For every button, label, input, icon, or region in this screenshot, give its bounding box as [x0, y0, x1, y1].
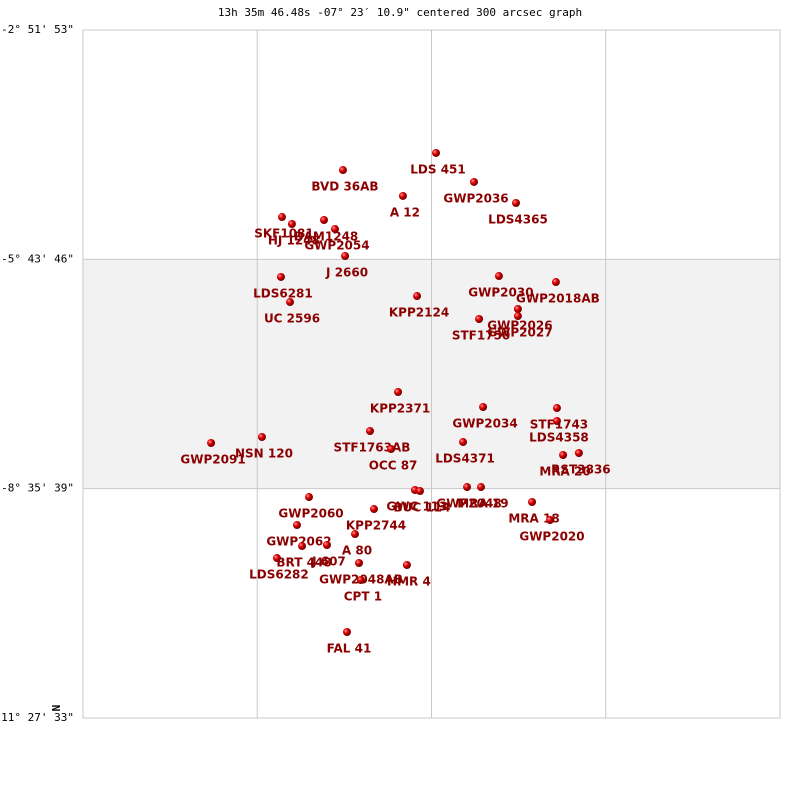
star [559, 451, 568, 460]
star [551, 278, 560, 287]
star-label: LDS4358 [529, 430, 589, 444]
star [276, 272, 285, 281]
star-label: J 607 [311, 554, 346, 568]
star [356, 576, 365, 585]
y-tick-label: -2° 51' 53" [1, 23, 74, 36]
star [479, 402, 488, 411]
star-label: SKF1081 [254, 227, 314, 241]
star-label: GWP2062 [266, 535, 331, 549]
star-label: FAL 41 [327, 642, 372, 656]
star-label: GWP2026 [487, 319, 552, 333]
star [512, 199, 521, 208]
star-label: UC 2596 [264, 312, 320, 326]
star [552, 416, 561, 425]
star-label: GWP2091 [180, 453, 245, 467]
star-label: NSN 120 [235, 447, 293, 461]
star-label: GWP2034 [452, 416, 517, 430]
star-label: LDS6281 [253, 286, 313, 300]
star-label: MRA 20 [539, 465, 590, 479]
star [494, 272, 503, 281]
star [330, 225, 339, 234]
north-label: N [50, 705, 63, 712]
star-label: KPP2371 [370, 402, 430, 416]
star [398, 191, 407, 200]
star [272, 554, 281, 563]
star-label: GWP2020 [519, 530, 584, 544]
star [319, 215, 328, 224]
y-tick-label: -5° 43' 46" [1, 252, 74, 265]
star-label: CPT 1 [344, 590, 382, 604]
star-label: GWC 113 [386, 499, 447, 513]
star-label: LDS4365 [488, 213, 548, 227]
star [470, 177, 479, 186]
star-label: BVD 36AB [311, 180, 378, 194]
star-label: GWP2036 [443, 191, 508, 205]
star-label: STF1750 [452, 329, 510, 343]
star [574, 449, 583, 458]
star [286, 298, 295, 307]
star [432, 148, 441, 157]
star [463, 483, 472, 492]
star [394, 388, 403, 397]
star-label: LDS 451 [410, 162, 465, 176]
star [298, 542, 307, 551]
star [415, 487, 424, 496]
star [355, 559, 364, 568]
star-label: GWP2030 [468, 286, 533, 300]
star-label: GWP2018AB [516, 292, 600, 306]
star-label: BUC 114 [394, 501, 451, 515]
star-label: GWP2054 [304, 239, 369, 253]
star [528, 498, 537, 507]
star [351, 530, 360, 539]
star [341, 252, 350, 261]
star-label: GWP2060 [278, 507, 343, 521]
star-label: GWP2048 [436, 497, 501, 511]
star-label: MRA 19 [457, 497, 508, 511]
star-label: HMR 4 [387, 575, 431, 589]
star [513, 312, 522, 321]
star [207, 439, 216, 448]
star [413, 292, 422, 301]
star [365, 427, 374, 436]
star-label: LDS6282 [249, 568, 309, 582]
star [292, 521, 301, 530]
star-label: DAM1248 [294, 229, 359, 243]
star [545, 516, 554, 525]
star-label: LDS4371 [435, 452, 495, 466]
star-label: GWP2027 [487, 326, 552, 340]
star-label: A 80 [342, 544, 372, 558]
chart-title: 13h 35m 46.48s -07° 23′ 10.9" centered 3… [218, 6, 582, 19]
star [402, 561, 411, 570]
star-label: STF1763AB [334, 441, 411, 455]
star [475, 315, 484, 324]
star [322, 540, 331, 549]
star-label: RST3836 [551, 463, 610, 477]
y-tick-label: -11° 27' 33" [0, 711, 74, 724]
star [369, 505, 378, 514]
star [305, 493, 314, 502]
star [277, 213, 286, 222]
star [338, 166, 347, 175]
star-label: J 2660 [325, 266, 368, 280]
y-tick-label: -8° 35' 39" [1, 482, 74, 495]
star-label: STF1743 [530, 418, 588, 432]
star [476, 483, 485, 492]
star-label: KPP2744 [346, 519, 406, 533]
star-label: KPP2124 [389, 306, 449, 320]
star [513, 305, 522, 314]
star [257, 433, 266, 442]
star [459, 438, 468, 447]
star [552, 404, 561, 413]
star-label: HJ 1248 [268, 233, 320, 247]
star-label: BRT 448 [276, 556, 331, 570]
star [287, 219, 296, 228]
star [342, 628, 351, 637]
star-label: OCC 87 [369, 459, 418, 473]
star-label: A 12 [390, 205, 420, 219]
star [387, 445, 396, 454]
